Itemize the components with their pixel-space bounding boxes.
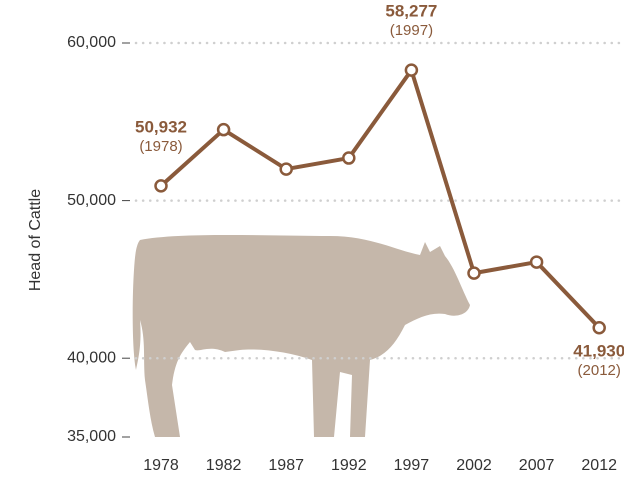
line <box>159 68 601 330</box>
point <box>342 151 356 165</box>
y-tick-label: 35,000 <box>67 428 116 445</box>
x-tick-label: 1978 <box>143 457 179 474</box>
x-tick-label: 1987 <box>268 457 304 474</box>
annotation: (1978) <box>139 138 182 155</box>
value-label: 41,930 <box>573 341 624 360</box>
x-tick-label: 2012 <box>581 457 617 474</box>
x-tick-label: 2002 <box>456 457 492 474</box>
cow-silhouette <box>132 235 471 437</box>
point <box>467 266 481 280</box>
y-tick-label: 40,000 <box>67 349 116 366</box>
x-tick-label: 2007 <box>519 457 555 474</box>
point <box>216 122 231 137</box>
point <box>279 162 293 176</box>
y-axis-label: Head of Cattle <box>27 189 44 291</box>
point <box>404 63 419 77</box>
x-tick-label: 1992 <box>331 457 367 474</box>
point <box>154 179 168 193</box>
value-label: 58,277 <box>385 2 437 21</box>
x-tick-label: 1997 <box>394 457 430 474</box>
value-label: 50,932 <box>135 117 187 136</box>
annotation: (2012) <box>578 362 621 379</box>
point <box>529 255 544 269</box>
x-tick-label: 1982 <box>206 457 242 474</box>
y-tick-label: 50,000 <box>67 192 116 209</box>
annotation: (1997) <box>390 22 433 39</box>
y-tick-label: 60,000 <box>67 34 116 51</box>
point <box>592 321 606 335</box>
